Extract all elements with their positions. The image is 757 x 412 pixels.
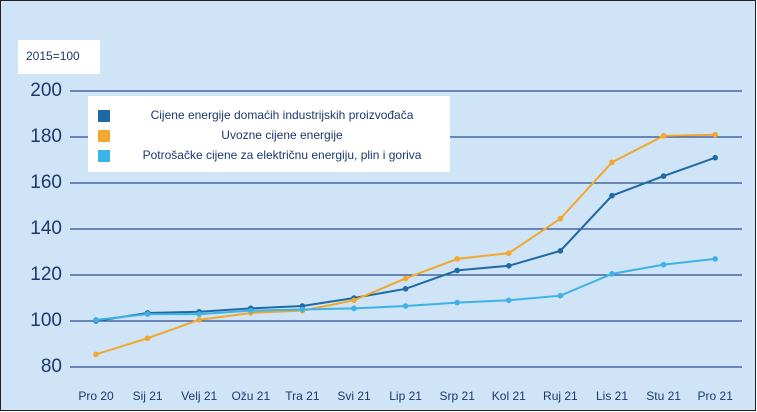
point — [609, 192, 615, 199]
point — [557, 248, 564, 254]
point — [609, 159, 615, 166]
point — [351, 305, 357, 312]
point — [712, 256, 718, 262]
point — [144, 335, 151, 342]
point — [93, 317, 99, 323]
x-tick-label: Stu 21 — [646, 389, 681, 403]
x-tick-label: Pro 21 — [698, 389, 734, 403]
unit-box — [18, 40, 100, 74]
y-tick-label: 200 — [30, 80, 62, 101]
point — [402, 303, 409, 309]
point — [660, 261, 667, 268]
point — [93, 351, 99, 358]
point — [506, 263, 512, 269]
y-tick-label: 180 — [30, 126, 62, 147]
legend-label: Cijene energije domaćih industrijskih pr… — [151, 108, 414, 122]
x-tick-label: Sij 21 — [133, 389, 163, 403]
x-tick-label: Svi 21 — [337, 389, 371, 403]
legend-label: Uvozne cijene energije — [221, 128, 343, 142]
point — [557, 292, 564, 299]
point — [196, 317, 202, 323]
unit-label: 2015=100 — [26, 49, 80, 63]
legend: Cijene energije domaćih industrijskih pr… — [88, 96, 450, 172]
grid: 80 100 120 140 160 180 200 Pro 20 Sij 21 Velj 21 O… — [30, 80, 742, 403]
x-tick-label: Lis 21 — [596, 389, 628, 403]
point — [712, 131, 718, 138]
legend-swatch — [98, 110, 110, 122]
x-tick-label: Ožu 21 — [231, 389, 270, 403]
legend-box — [88, 96, 450, 172]
point — [660, 173, 667, 179]
y-tick-label: 80 — [41, 356, 62, 377]
point — [454, 267, 461, 274]
legend-label: Potrošačke cijene za električnu energiju… — [143, 148, 422, 162]
point — [557, 215, 564, 222]
y-tick-label: 140 — [30, 218, 62, 239]
point — [506, 297, 512, 304]
legend-swatch — [98, 150, 110, 162]
x-tick-label: Kol 21 — [492, 389, 526, 403]
legend-swatch — [98, 130, 110, 142]
x-tick-label: Velj 21 — [181, 389, 217, 403]
x-tick-label: Srp 21 — [440, 389, 476, 403]
point — [299, 306, 306, 313]
point — [144, 311, 151, 317]
x-tick-label: Lip 21 — [389, 389, 422, 403]
point — [712, 154, 718, 161]
point — [506, 250, 512, 256]
point — [402, 286, 409, 292]
point — [351, 297, 357, 304]
point — [248, 307, 254, 314]
x-tick-label: Ruj 21 — [543, 389, 578, 403]
lines — [93, 131, 718, 358]
y-tick-label: 100 — [30, 310, 62, 331]
point — [402, 275, 409, 282]
point — [609, 271, 615, 277]
x-tick-label: Tra 21 — [285, 389, 320, 403]
y-tick-label: 160 — [30, 172, 62, 193]
y-tick-label: 120 — [30, 264, 62, 285]
point — [454, 299, 461, 306]
x-tick-label: Pro 20 — [78, 389, 114, 403]
point — [454, 256, 461, 262]
point — [196, 311, 202, 317]
point — [660, 133, 667, 139]
